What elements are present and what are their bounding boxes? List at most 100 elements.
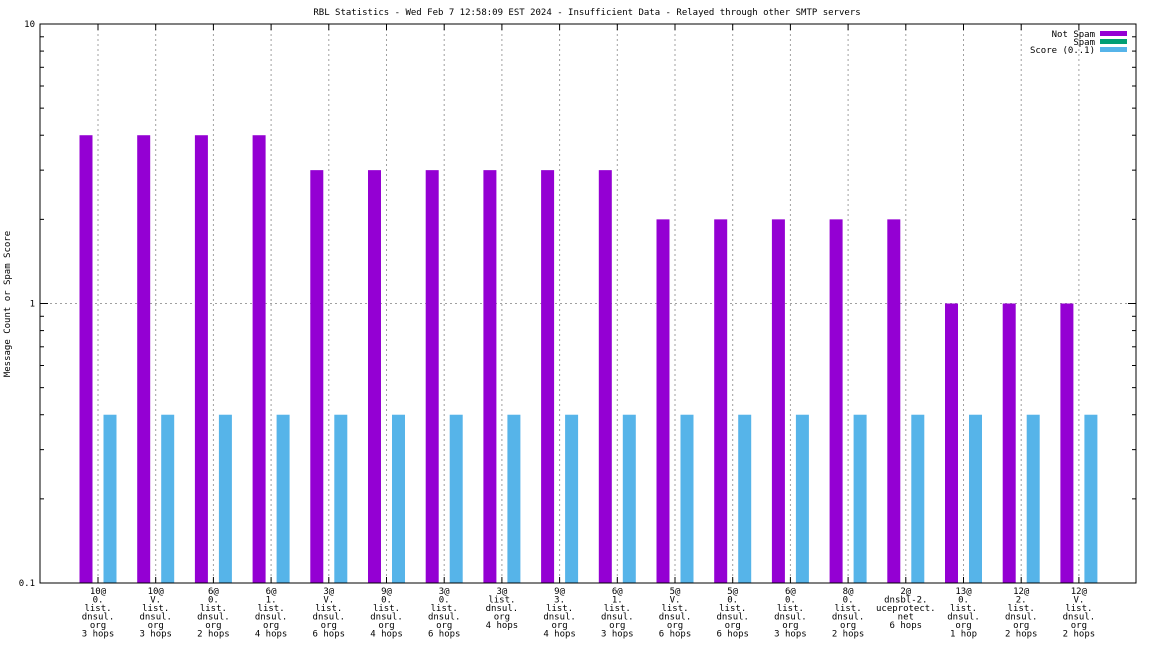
bar-not-spam <box>829 219 843 583</box>
bar-score-0-1 <box>218 414 232 583</box>
bar-score-0-1 <box>334 414 348 583</box>
x-tick-label: 6@ <box>785 587 796 597</box>
x-tick-label: list. <box>950 604 977 614</box>
x-tick-label: dnsul. <box>947 613 980 623</box>
x-tick-label: uceprotect. <box>876 604 936 614</box>
x-tick-label: list. <box>604 604 631 614</box>
x-tick-label: 0. <box>381 596 392 606</box>
x-tick-label: 4 hops <box>255 630 288 640</box>
x-tick-label: list. <box>431 604 458 614</box>
x-tick-label: org <box>782 621 798 631</box>
x-tick-label: dnsul. <box>1005 613 1038 623</box>
bar-not-spam <box>368 170 381 584</box>
x-tick-label: dnsul. <box>601 613 634 623</box>
x-tick-label: 0. <box>439 596 450 606</box>
x-tick-label: 1. <box>266 596 277 606</box>
x-tick-label: dnsul. <box>139 613 172 623</box>
x-tick-label: list. <box>373 604 400 614</box>
x-tick-label: 3@ <box>496 587 507 597</box>
bar-not-spam <box>1002 303 1016 583</box>
x-tick-label: 10@ <box>90 587 107 597</box>
x-tick-label: 6@ <box>208 587 219 597</box>
bar-score-0-1 <box>969 414 982 583</box>
x-tick-label: 9@ <box>554 587 565 597</box>
x-tick-label: list. <box>200 604 227 614</box>
bar-not-spam <box>194 135 208 583</box>
bar-not-spam <box>79 135 93 583</box>
bar-score-0-1 <box>622 414 636 583</box>
bar-score-0-1 <box>449 414 463 583</box>
x-tick-label: dnsul. <box>774 613 807 623</box>
x-tick-label: 10@ <box>148 587 165 597</box>
bar-score-0-1 <box>680 414 694 583</box>
legend-swatch <box>1100 47 1127 52</box>
x-tick-label: list. <box>488 596 515 606</box>
y-tick-label: 0.1 <box>19 579 35 589</box>
x-tick-label: org <box>840 621 856 631</box>
x-tick-label: 5@ <box>727 587 738 597</box>
x-tick-label: 12@ <box>1013 587 1030 597</box>
x-tick-label: org <box>205 621 221 631</box>
x-tick-label: dnsul. <box>197 613 230 623</box>
bar-not-spam <box>945 303 958 583</box>
x-tick-label: org <box>609 621 625 631</box>
x-tick-label: dnsul. <box>716 613 749 623</box>
x-tick-label: 5@ <box>670 587 681 597</box>
x-tick-label: org <box>436 621 452 631</box>
x-tick-label: 8@ <box>843 587 854 597</box>
x-tick-label: 3@ <box>439 587 450 597</box>
x-tick-label: 6@ <box>266 587 277 597</box>
x-tick-label: 1 hop <box>950 630 977 640</box>
bar-score-0-1 <box>565 414 579 583</box>
x-tick-label: org <box>90 621 106 631</box>
x-tick-label: list. <box>546 604 573 614</box>
x-tick-label: 0. <box>93 596 104 606</box>
bar-not-spam <box>425 170 439 584</box>
bar-score-0-1 <box>161 414 175 583</box>
legend-swatch <box>1100 31 1127 36</box>
x-tick-label: list. <box>142 604 169 614</box>
y-axis-label: Message Count or Spam Score <box>3 231 13 377</box>
x-tick-label: org <box>551 621 567 631</box>
bar-score-0-1 <box>853 414 867 583</box>
grid-lines <box>40 24 1136 583</box>
x-tick-label: 0. <box>727 596 738 606</box>
x-tick-label: dnsul. <box>82 613 115 623</box>
bar-not-spam <box>310 170 324 584</box>
x-tick-label: list. <box>258 604 285 614</box>
x-tick-label: net <box>898 613 914 623</box>
x-tick-label: 6@ <box>612 587 623 597</box>
legend-label: Spam <box>1073 38 1095 48</box>
x-tick-label: org <box>667 621 683 631</box>
x-tick-label: list. <box>835 604 862 614</box>
x-tick-label: 4 hops <box>486 621 519 631</box>
x-tick-label: list. <box>315 604 342 614</box>
x-tick-label: org <box>1071 621 1087 631</box>
legend-swatch <box>1100 39 1127 44</box>
x-tick-label: 3 hops <box>774 630 807 640</box>
x-tick-label: 4 hops <box>543 630 576 640</box>
x-tick-label: 0. <box>785 596 796 606</box>
x-tick-label: V. <box>670 596 681 606</box>
bar-score-0-1 <box>392 414 405 583</box>
bar-not-spam <box>714 219 728 583</box>
bar-not-spam <box>887 219 901 583</box>
x-tick-label: 3 hops <box>139 630 172 640</box>
y-tick-labels: 0.1 1 10 <box>19 20 35 589</box>
x-tick-label: 6 hops <box>313 630 346 640</box>
bar-score-0-1 <box>1084 414 1098 583</box>
bar-not-spam <box>1060 303 1074 583</box>
bar-score-0-1 <box>1026 414 1040 583</box>
x-tick-label: dnsul. <box>832 613 865 623</box>
x-tick-label: list. <box>719 604 746 614</box>
x-tick-label: 2@ <box>900 587 911 597</box>
bar-not-spam <box>656 219 670 583</box>
axis-ticks <box>40 24 1136 584</box>
x-tick-label: org <box>378 621 394 631</box>
x-tick-label: 2 hops <box>197 630 230 640</box>
x-tick-label: V. <box>323 596 334 606</box>
x-tick-label: dnsul. <box>428 613 461 623</box>
bar-not-spam <box>541 170 555 584</box>
